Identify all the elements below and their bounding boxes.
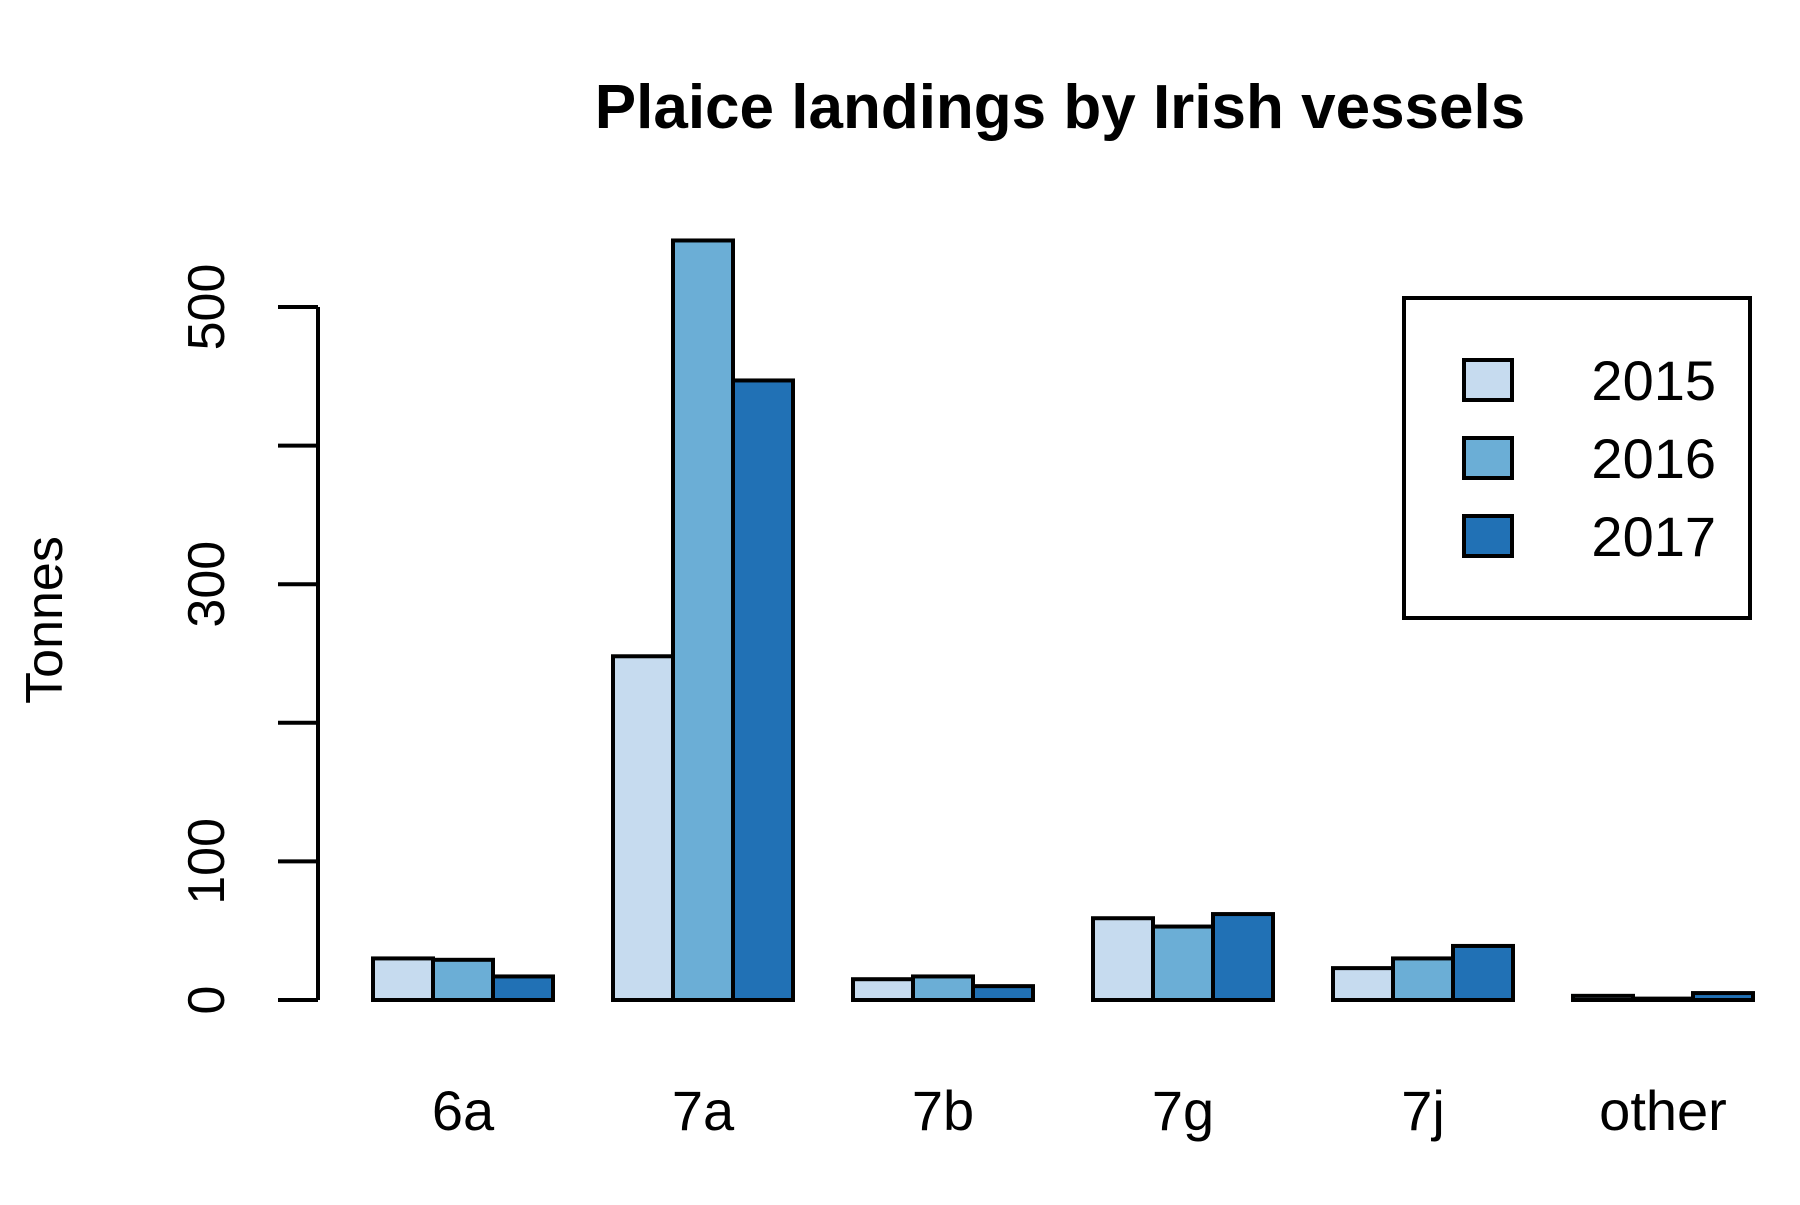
bar-7g-2017 [1211, 912, 1275, 1002]
bar-other-2016 [1631, 996, 1695, 1003]
legend-swatch-2016 [1462, 436, 1514, 480]
bar-7g-2015 [1091, 916, 1155, 1003]
bar-6a-2017 [491, 974, 555, 1002]
x-axis-category-labels: 6a 7a 7b 7g 7j other [432, 1079, 1727, 1142]
bar-7j-2017 [1451, 943, 1515, 1002]
chart-title: Plaice landings by Irish vessels [595, 73, 1525, 142]
y-tick-label: 500 [178, 264, 236, 351]
y-tick-label: 100 [178, 818, 236, 905]
x-category-label: 7b [912, 1079, 974, 1142]
y-axis: 0 100 300 500 [178, 264, 320, 1015]
y-axis-label: Tonnes [16, 536, 74, 704]
bar-7g-2016 [1151, 924, 1215, 1002]
bar-7a-2015 [611, 654, 675, 1002]
x-category-label: 7g [1152, 1079, 1214, 1142]
legend-swatch-2017 [1462, 514, 1514, 558]
x-category-label: 7j [1401, 1079, 1445, 1142]
legend-label-2017: 2017 [1591, 505, 1716, 568]
bar-7b-2015 [851, 977, 915, 1003]
y-tick-label: 300 [178, 541, 236, 628]
bars [371, 238, 1755, 1003]
bar-7j-2016 [1391, 956, 1455, 1002]
legend-label-2015: 2015 [1591, 349, 1716, 412]
bar-7a-2017 [731, 378, 795, 1002]
legend-label-2016: 2016 [1591, 427, 1716, 490]
legend-swatch-2015 [1462, 358, 1514, 402]
bar-7j-2015 [1331, 966, 1395, 1003]
bar-other-2015 [1571, 993, 1635, 1002]
bar-7a-2016 [671, 238, 735, 1003]
bar-7b-2017 [971, 984, 1035, 1003]
bar-6a-2015 [371, 956, 435, 1002]
x-category-label: 6a [432, 1079, 495, 1142]
bar-6a-2016 [431, 957, 495, 1003]
bar-other-2017 [1691, 991, 1755, 1003]
y-tick-label: 0 [178, 986, 236, 1015]
legend: 2015 2016 2017 [1402, 296, 1752, 620]
legend-box [1402, 296, 1752, 620]
x-category-label: other [1599, 1079, 1727, 1142]
x-category-label: 7a [672, 1079, 735, 1142]
bar-7b-2016 [911, 974, 975, 1002]
